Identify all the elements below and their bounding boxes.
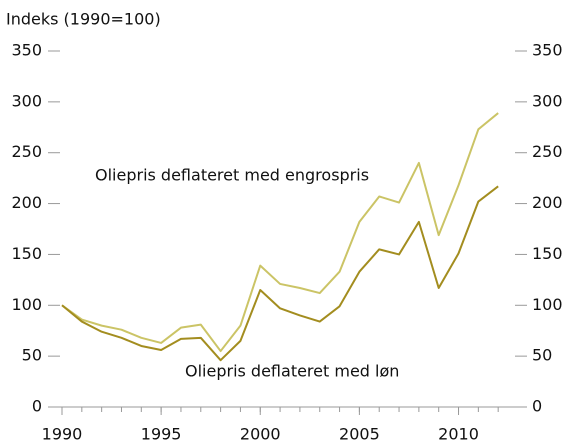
y-tick-label: 300 [11,91,42,110]
y2-tick-label: 300 [532,91,563,110]
y-tick-label: 50 [22,346,42,365]
y-tick-label: 250 [11,142,42,161]
series-line [61,112,499,353]
y2-tick-label: 150 [532,244,563,263]
x-tick-label: 2005 [339,425,380,443]
x-tick-label: 1990 [42,425,83,443]
series-label: Oliepris deflateret med løn [185,362,399,381]
y-tick-label: 0 [32,397,42,416]
y-tick-label: 150 [11,244,42,263]
y2-tick-label: 0 [532,397,542,416]
series-label: Oliepris deflateret med engrospris [95,166,369,185]
y2-tick-label: 250 [532,142,563,161]
y2-tick-label: 350 [532,41,563,60]
y2-tick-label: 100 [532,295,563,314]
y-axis-title: Indeks (1990=100) [6,10,161,29]
x-tick-label: 2000 [240,425,281,443]
y2-tick-label: 50 [532,346,552,365]
y-tick-label: 100 [11,295,42,314]
series-line [61,185,499,362]
x-tick-label: 2010 [438,425,479,443]
y-tick-label: 200 [11,193,42,212]
x-tick-label: 1995 [141,425,182,443]
y2-tick-label: 200 [532,193,563,212]
y-tick-label: 350 [11,41,42,60]
